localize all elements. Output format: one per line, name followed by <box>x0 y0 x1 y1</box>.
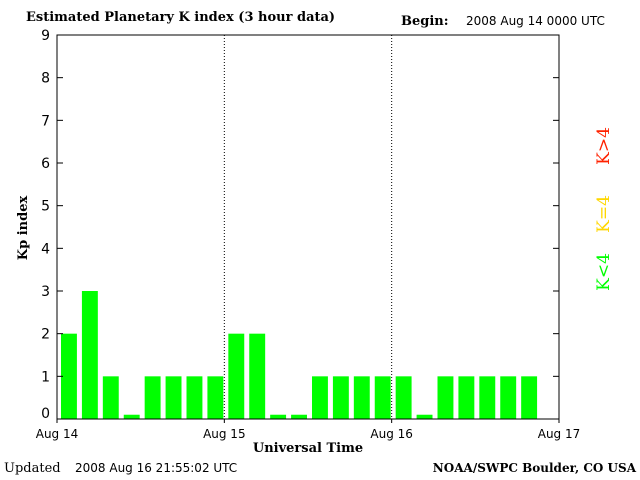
x-tick-label: Aug 15 <box>203 427 246 441</box>
kp-bar <box>500 376 517 419</box>
kp-bar <box>291 414 307 419</box>
y-tick-label: 9 <box>41 28 50 44</box>
y-tick-label: 1 <box>41 369 50 385</box>
chart-title: Estimated Planetary K index (3 hour data… <box>26 10 336 25</box>
chart-bars <box>61 291 538 419</box>
kp-bar <box>186 376 203 419</box>
kp-bar <box>270 414 287 419</box>
x-tick-label: Aug 16 <box>370 427 413 441</box>
kp-bar <box>416 414 433 419</box>
kp-bar <box>249 333 266 419</box>
kp-bar <box>437 376 454 419</box>
kp-bar <box>207 376 224 419</box>
kp-bar <box>102 376 119 419</box>
legend-item: K>4 <box>594 127 614 165</box>
kp-bar <box>332 376 349 419</box>
plot-frame <box>56 34 560 420</box>
y-tick-label: 6 <box>41 156 50 172</box>
kp-bar <box>312 376 328 419</box>
kp-bar <box>228 333 245 419</box>
x-tick-label: Aug 17 <box>538 427 581 441</box>
kp-bar <box>81 291 98 419</box>
y-tick-label: 0 <box>41 406 50 422</box>
x-axis-ticks: Aug 14 Aug 15 Aug 16 Aug 17 <box>36 419 581 441</box>
y-tick-label: 4 <box>41 241 50 257</box>
y-tick-label: 8 <box>41 71 50 87</box>
x-axis-label: Universal Time <box>253 441 363 456</box>
kp-bar <box>353 376 370 419</box>
updated-label: Updated <box>4 461 61 476</box>
begin-value: 2008 Aug 14 0000 UTC <box>466 14 605 28</box>
y-axis-ticks: 0 1 2 3 4 5 6 7 8 9 <box>41 28 559 422</box>
kp-bar <box>374 376 391 419</box>
kp-bar <box>479 376 496 419</box>
legend-item: K<4 <box>594 253 614 291</box>
kp-bar <box>521 376 538 419</box>
legend-item: K=4 <box>594 195 614 233</box>
begin-label: Begin: <box>401 14 449 29</box>
source-credit: NOAA/SWPC Boulder, CO USA <box>432 461 636 475</box>
kp-bar <box>61 333 77 419</box>
kp-bar <box>123 414 140 419</box>
y-tick-label: 2 <box>41 327 50 343</box>
kp-bar <box>144 376 161 419</box>
y-axis-label: Kp index <box>16 196 31 261</box>
y-tick-label: 7 <box>41 113 50 129</box>
y-tick-label: 3 <box>41 284 50 300</box>
chart-grid <box>223 35 393 419</box>
kp-bar <box>395 376 412 419</box>
y-tick-label: 5 <box>41 199 50 215</box>
x-tick-label: Aug 14 <box>36 427 79 441</box>
kp-bar <box>165 376 182 419</box>
kp-bar <box>458 376 475 419</box>
updated-value: 2008 Aug 16 21:55:02 UTC <box>75 461 238 475</box>
chart-legend: K<4 K=4 K>4 <box>594 127 614 291</box>
